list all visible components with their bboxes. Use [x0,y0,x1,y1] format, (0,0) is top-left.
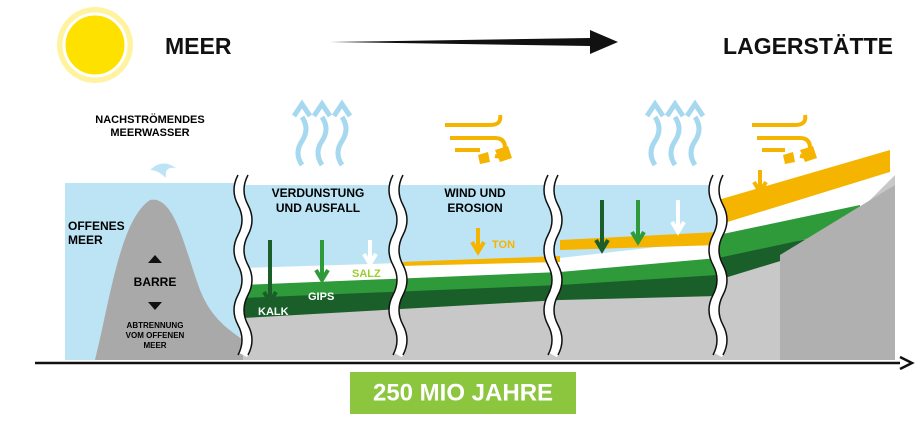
label: EROSION [447,201,502,215]
label: NACHSTRÖMENDES [95,113,204,126]
label: SALZ [352,268,381,280]
label: TON [492,239,515,251]
time-arrow [330,30,618,54]
header-left: MEER [165,33,232,59]
label: KALK [258,306,289,318]
diagram: MEER LAGERSTÄTTE [0,0,915,418]
label: OFFENES [68,219,125,233]
header-right: LAGERSTÄTTE [723,33,893,59]
label: ABTRENNUNG [127,321,184,330]
wave [150,163,176,178]
label: WIND UND [444,186,506,200]
timeline: 250 MIO JAHRE [373,379,553,406]
label: MEER [68,233,103,247]
label: VERDUNSTUNG [272,186,365,200]
sun [57,7,133,83]
label: UND AUSFALL [276,201,360,215]
label: VOM OFFENEN [126,331,185,340]
label: BARRE [134,275,177,289]
label: MEER [143,341,166,350]
label: MEERWASSER [110,127,189,139]
label: GIPS [308,291,334,303]
